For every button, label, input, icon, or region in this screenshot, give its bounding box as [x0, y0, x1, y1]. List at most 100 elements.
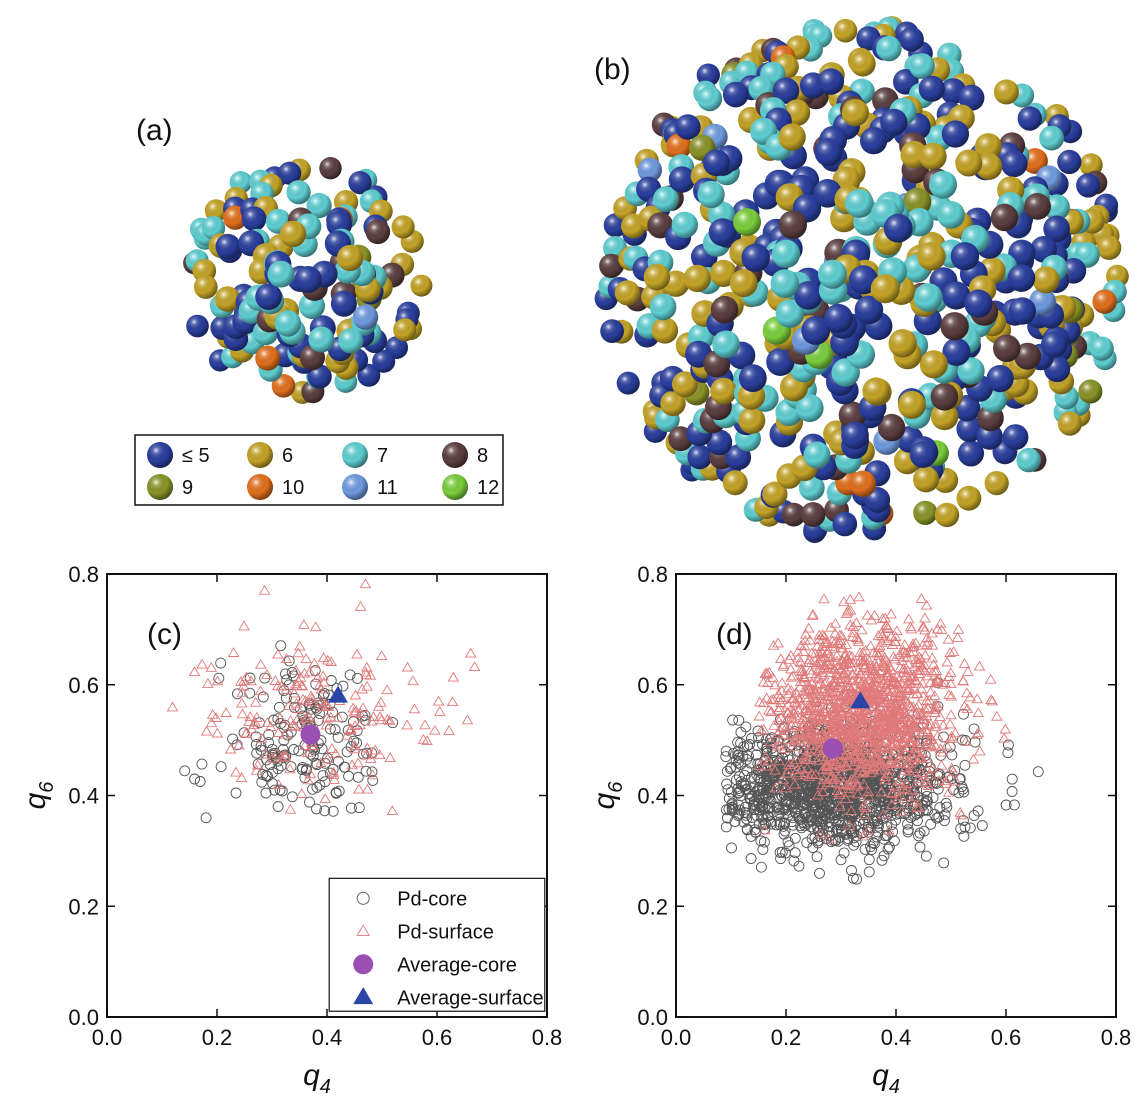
- atom-shading: [888, 329, 917, 358]
- atom-shading: [286, 180, 311, 205]
- data-point: [901, 733, 913, 744]
- data-point: [302, 710, 315, 721]
- data-point: [292, 713, 304, 723]
- data-point: [847, 726, 859, 737]
- data-point: [913, 753, 926, 764]
- data-point: [779, 803, 791, 815]
- data-point: [777, 728, 790, 739]
- data-point: [894, 790, 907, 801]
- data-point: [901, 664, 914, 675]
- data-point: [924, 686, 937, 697]
- data-point: [886, 738, 898, 749]
- data-point: [789, 720, 801, 730]
- atom-shading: [271, 374, 296, 398]
- atom-shading: [993, 334, 1021, 362]
- data-point: [931, 730, 944, 741]
- data-point: [361, 747, 373, 759]
- data-point: [274, 712, 286, 723]
- data-point: [256, 776, 268, 788]
- data-point: [955, 809, 968, 820]
- atom-shading: [255, 345, 281, 371]
- data-point: [850, 617, 863, 628]
- data-point: [746, 732, 757, 744]
- coordination-label: 6: [282, 445, 293, 467]
- data-point: [785, 671, 798, 682]
- data-point: [330, 787, 342, 798]
- data-point: [757, 697, 770, 708]
- data-point: [885, 608, 897, 619]
- data-point: [934, 802, 946, 814]
- atom-shading: [778, 210, 807, 239]
- data-point: [905, 795, 918, 806]
- data-point: [874, 708, 886, 718]
- data-point: [775, 853, 787, 865]
- data-point: [875, 758, 888, 769]
- data-point: [349, 740, 361, 750]
- data-point: [795, 640, 807, 650]
- data-point: [793, 733, 805, 744]
- data-point: [842, 680, 855, 690]
- data-point: [230, 787, 242, 799]
- data-point: [792, 709, 804, 720]
- data-point: [906, 784, 919, 795]
- data-point: [788, 778, 801, 789]
- data-point: [862, 786, 875, 796]
- data-point: [298, 667, 311, 678]
- data-point: [375, 696, 387, 707]
- data-point: [813, 673, 825, 683]
- data-point: [914, 841, 926, 853]
- data-point: [1000, 799, 1012, 811]
- data-point: [867, 692, 880, 702]
- data-point: [841, 693, 854, 704]
- atom-shading: [1043, 194, 1070, 221]
- data-point: [930, 665, 943, 675]
- data-point: [801, 818, 813, 829]
- atom-shading: [909, 53, 935, 79]
- data-point: [758, 724, 770, 734]
- y-axis-label: q6: [588, 781, 627, 810]
- data-point: [236, 708, 249, 719]
- data-point: [210, 712, 222, 722]
- data-point: [911, 801, 923, 812]
- atom-shading: [738, 364, 767, 392]
- scatter-panel-d: 0.0 0.2 0.4 0.6 0.8 0.0 0.2 0.4 0.6 0.8 (d) q4 q6: [588, 562, 1131, 1098]
- data-point: [848, 759, 860, 770]
- x-axis-label: q4: [303, 1059, 331, 1098]
- data-point: [941, 656, 953, 667]
- atom-shading: [649, 293, 677, 321]
- data-point: [860, 684, 872, 695]
- atom-shading: [672, 371, 698, 398]
- x-tick-label: 0.4: [881, 1025, 912, 1050]
- data-point: [846, 650, 858, 661]
- data-point: [754, 696, 766, 707]
- data-point: [875, 729, 887, 740]
- atom-shading: [708, 218, 737, 247]
- data-point: [799, 769, 812, 780]
- data-point: [744, 739, 755, 750]
- data-point: [889, 780, 902, 791]
- data-point: [816, 693, 828, 704]
- data-point: [791, 764, 804, 775]
- data-point: [272, 680, 284, 691]
- coordination-label: 9: [182, 477, 193, 499]
- atom-shading: [918, 75, 945, 102]
- data-point: [772, 801, 784, 813]
- data-point: [828, 638, 840, 648]
- data-point: [309, 621, 322, 632]
- atom-shading: [278, 161, 302, 185]
- atom-shading: [1016, 447, 1041, 473]
- data-point: [878, 796, 890, 808]
- data-point: [236, 697, 248, 708]
- data-point: [904, 647, 917, 658]
- atom-shading: [637, 157, 662, 183]
- data-point: [852, 767, 864, 778]
- data-point: [360, 669, 373, 680]
- atom-shading: [372, 349, 396, 373]
- data-point: [913, 668, 925, 678]
- data-point: [804, 714, 817, 724]
- atom-shading: [616, 371, 640, 395]
- data-point: [345, 802, 357, 814]
- data-point: [878, 656, 891, 667]
- data-point: [836, 707, 848, 718]
- data-point: [786, 693, 799, 704]
